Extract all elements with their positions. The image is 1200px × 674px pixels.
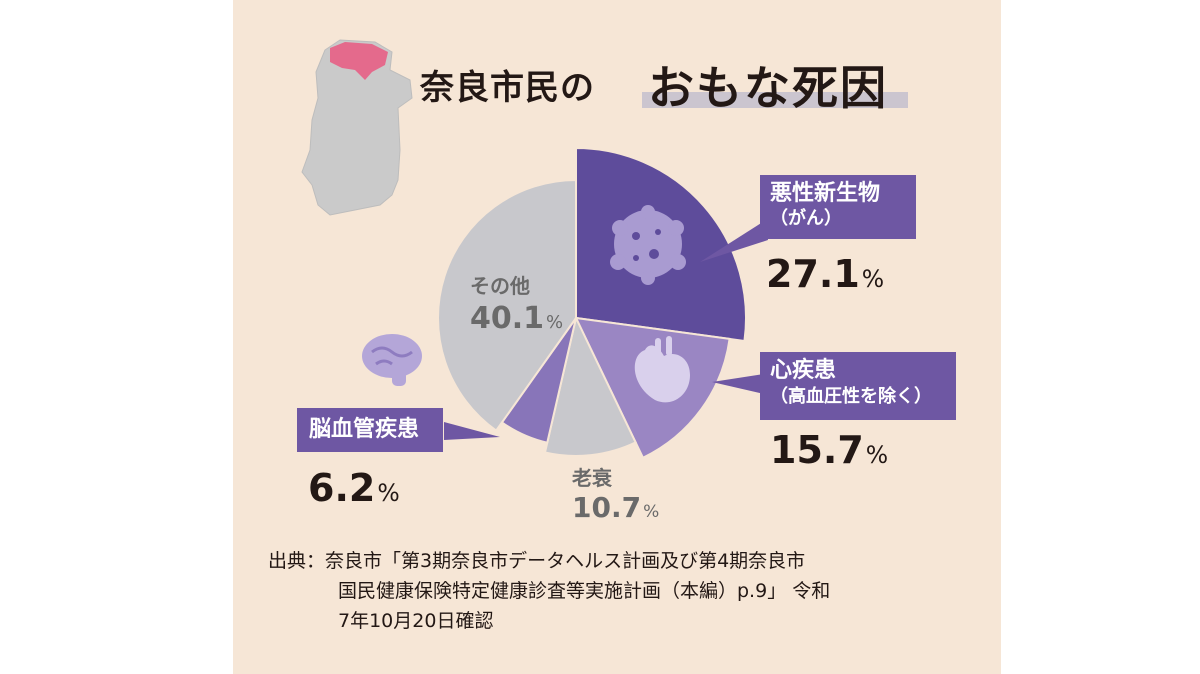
stroke-label-box: 脳血管疾患 — [297, 408, 443, 452]
callout-pointers — [444, 220, 768, 440]
heart-label-line2: （高血圧性を除く） — [770, 386, 932, 407]
cancer-callout-pointer — [700, 220, 768, 262]
cancer-label-box: 悪性新生物 （がん） — [760, 175, 916, 239]
source-line1: 出典：奈良市「第3期奈良市データヘルス計画及び第4期奈良市 — [268, 550, 806, 572]
other-unit: % — [546, 312, 564, 333]
cancer-unit: % — [861, 265, 885, 293]
stroke-percent: 6.2% — [308, 466, 400, 510]
source-citation: 出典：奈良市「第3期奈良市データヘルス計画及び第4期奈良市 国民健康保険特定健康… — [268, 546, 830, 636]
heart-label-line1: 心疾患 — [770, 358, 837, 383]
senility-value: 10.7 — [572, 491, 642, 524]
heart-unit: % — [865, 441, 889, 469]
cancer-percent: 27.1% — [766, 252, 884, 296]
brain-icon — [362, 334, 422, 386]
cancer-cell-icon — [610, 205, 686, 285]
source-line2: 国民健康保険特定健康診査等実施計画（本編）p.9」 令和 — [338, 580, 831, 602]
title-main: おもな死因 — [648, 61, 888, 115]
cancer-value: 27.1 — [766, 252, 860, 296]
stroke-callout-pointer — [444, 422, 500, 440]
cancer-label-line2: （がん） — [770, 208, 842, 229]
slice-other — [437, 178, 577, 432]
cancer-label-line1: 悪性新生物 — [770, 181, 881, 206]
slice-senility — [543, 314, 637, 457]
heart-value: 15.7 — [770, 428, 864, 472]
senility-unit: % — [643, 502, 660, 522]
heart-label-box: 心疾患 （高血圧性を除く） — [760, 352, 956, 420]
stroke-label-line1: 脳血管疾患 — [309, 417, 420, 442]
heart-icon — [634, 336, 690, 403]
stroke-value: 6.2 — [308, 466, 376, 510]
heart-callout-pointer — [712, 374, 764, 394]
other-value: 40.1 — [470, 301, 545, 336]
title-highlight — [642, 92, 908, 108]
title-prefix: 奈良市民の — [420, 68, 595, 108]
heart-percent: 15.7% — [770, 428, 888, 472]
senility-label: 老衰 10.7% — [572, 462, 659, 524]
other-name: その他 — [470, 274, 530, 298]
pie-slices — [437, 146, 747, 460]
other-label: その他 40.1% — [470, 270, 563, 336]
senility-name: 老衰 — [572, 466, 612, 490]
source-line3: 7年10月20日確認 — [338, 610, 494, 632]
nara-map-icon — [301, 39, 413, 216]
stroke-unit: % — [377, 479, 400, 507]
